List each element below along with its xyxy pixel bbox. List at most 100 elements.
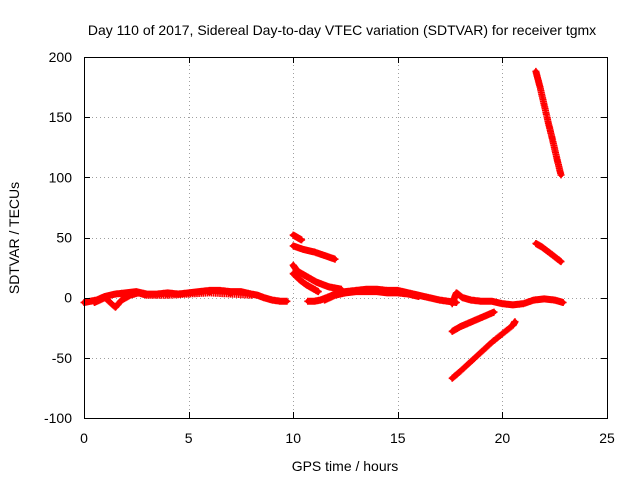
data-point <box>91 299 97 305</box>
data-point <box>437 297 443 303</box>
data-point <box>290 271 296 277</box>
data-point <box>460 295 466 301</box>
data-point <box>449 328 455 334</box>
data-point <box>319 281 325 287</box>
data-point <box>317 297 323 303</box>
y-tick-label: 150 <box>49 109 73 125</box>
data-point <box>112 304 118 310</box>
data-point <box>227 291 233 297</box>
x-tick-label: 10 <box>285 430 301 446</box>
data-point <box>499 331 505 337</box>
series-baseline-b <box>91 289 255 311</box>
data-point <box>552 297 558 303</box>
data-point <box>207 290 213 296</box>
data-point <box>453 290 459 296</box>
series-drop-18h <box>448 308 498 335</box>
data-point <box>311 298 317 304</box>
data-point <box>545 120 551 126</box>
data-point <box>512 319 518 325</box>
data-point <box>499 301 505 307</box>
data-point <box>165 292 171 298</box>
data-point <box>478 349 484 355</box>
data-point <box>186 291 192 297</box>
data-point <box>489 339 495 345</box>
data-point <box>315 289 321 295</box>
data-point <box>269 297 275 303</box>
axis-ticks: 0 5 10 15 20 25 -100 -50 0 50 100 150 200 <box>44 49 615 446</box>
data-point <box>353 289 359 295</box>
data-point <box>127 292 133 298</box>
data-point <box>468 297 474 303</box>
data-point <box>552 254 558 260</box>
data-point <box>558 172 564 178</box>
data-point <box>395 290 401 296</box>
x-tick-label: 5 <box>185 430 193 446</box>
series-arc-10h-high <box>289 231 306 244</box>
x-tick-label: 15 <box>390 430 406 446</box>
data-point <box>449 301 455 307</box>
data-point <box>426 295 432 301</box>
data-point <box>322 297 328 303</box>
data-point <box>384 290 390 296</box>
data-point <box>533 241 539 247</box>
data-point <box>520 301 526 307</box>
data-point <box>311 249 317 255</box>
data-point <box>550 137 556 143</box>
data-point <box>560 299 566 305</box>
series-rise-22h <box>532 240 565 266</box>
data-point <box>374 289 380 295</box>
data-point <box>531 297 537 303</box>
data-point <box>307 275 313 281</box>
data-point <box>284 298 290 304</box>
data-point <box>322 253 328 259</box>
data-point <box>332 256 338 262</box>
data-point <box>294 268 300 274</box>
data-point <box>290 232 296 238</box>
data-point <box>510 322 516 328</box>
data-point <box>491 309 497 315</box>
data-point <box>102 295 108 301</box>
data-point <box>483 313 489 319</box>
data-point <box>405 291 411 297</box>
data-point <box>510 302 516 308</box>
data-point <box>458 368 464 374</box>
data-point <box>554 155 560 161</box>
x-tick-label: 0 <box>80 430 88 446</box>
data-point <box>296 277 302 283</box>
y-tick-label: 100 <box>49 169 73 185</box>
data-points <box>80 67 567 382</box>
data-point <box>119 297 125 303</box>
data-point <box>290 262 296 268</box>
marker-baseline-e <box>448 289 567 309</box>
data-point <box>294 235 300 240</box>
data-point <box>326 284 332 290</box>
data-point <box>255 292 261 298</box>
y-axis-label: SDTVAR / TECUs <box>6 182 22 294</box>
data-point <box>278 298 284 304</box>
data-point <box>299 237 305 243</box>
data-point <box>313 279 319 285</box>
y-tick-label: 0 <box>64 290 72 306</box>
grid <box>84 57 607 418</box>
data-point <box>466 320 472 326</box>
series-arc-10h-decay <box>289 270 322 296</box>
series-baseline-e <box>448 289 567 309</box>
plot-frame <box>84 57 608 419</box>
data-point <box>290 243 296 249</box>
data-point <box>449 375 455 381</box>
y-tick-label: 50 <box>56 230 72 246</box>
data-point <box>144 292 150 298</box>
data-point <box>468 358 474 364</box>
data-point <box>537 84 543 90</box>
data-point <box>416 293 422 299</box>
data-point <box>545 249 551 255</box>
data-point <box>261 295 267 301</box>
data-point <box>539 244 545 250</box>
data-point <box>301 272 307 278</box>
data-point <box>489 298 495 304</box>
marker-drop-18h <box>448 308 498 335</box>
x-tick-label: 20 <box>495 430 511 446</box>
series-baseline-d <box>321 288 423 304</box>
y-tick-label: -50 <box>52 350 72 366</box>
